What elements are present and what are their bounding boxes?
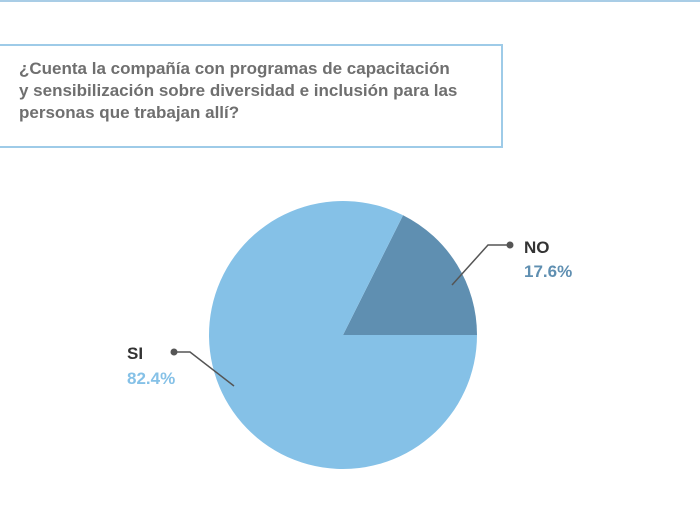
slice-value-si: 82.4% [127, 369, 175, 388]
question-text: ¿Cuenta la compañía con programas de cap… [19, 59, 458, 122]
question-box: ¿Cuenta la compañía con programas de cap… [0, 44, 503, 148]
leader-dot-no [506, 241, 514, 249]
leader-lines [170, 241, 514, 387]
leader-line-no [451, 244, 510, 286]
pie-slice-no [343, 215, 477, 335]
top-rule [0, 0, 700, 2]
leader-line-si [174, 351, 235, 387]
slice-value-no: 17.6% [524, 262, 572, 281]
leader-dot-si [170, 348, 178, 356]
slice-label-no: NO [524, 238, 550, 257]
pie-slice-si [208, 201, 477, 470]
slice-label-si: SI [127, 344, 143, 363]
pie-slices [208, 201, 477, 470]
